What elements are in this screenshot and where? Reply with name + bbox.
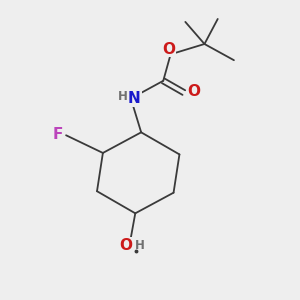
Text: H: H: [118, 90, 128, 103]
Text: N: N: [128, 91, 141, 106]
Text: O: O: [119, 238, 132, 253]
Text: O: O: [163, 41, 176, 56]
Text: H: H: [135, 239, 145, 252]
Text: O: O: [188, 85, 201, 100]
Text: F: F: [53, 127, 63, 142]
